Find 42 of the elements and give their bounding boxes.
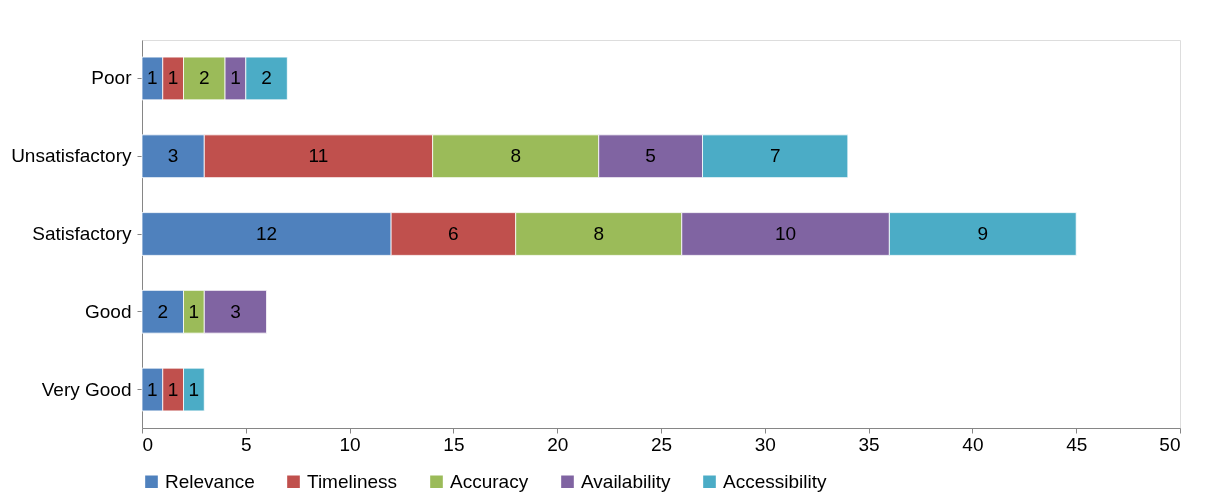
legend-label: Relevance: [165, 470, 255, 492]
data-label: 2: [157, 300, 169, 322]
data-label: 3: [167, 145, 179, 167]
x-tick-label: 15: [443, 433, 465, 455]
y-tick-label: Unsatisfactory: [11, 145, 132, 167]
x-tick-label: 5: [241, 433, 252, 455]
data-label: 1: [230, 67, 241, 89]
x-tick-label: 50: [1159, 433, 1181, 455]
legend-label: Availability: [581, 470, 671, 492]
y-tick-label: Poor: [91, 67, 133, 89]
data-label: 6: [448, 223, 459, 244]
data-label: 11: [308, 145, 329, 167]
data-label: 1: [147, 378, 158, 400]
data-label: 9: [977, 223, 989, 244]
x-tick-label: 35: [858, 433, 880, 455]
data-label: 1: [188, 300, 200, 322]
data-label: 2: [198, 67, 210, 89]
y-tick-label: Very Good: [41, 378, 132, 400]
data-label: 8: [510, 145, 521, 167]
y-tick-label: Good: [85, 300, 132, 322]
x-tick-label: 25: [650, 433, 673, 455]
x-tick-label: 20: [547, 433, 569, 455]
x-tick-label: 0: [142, 433, 154, 455]
x-tick-label: 10: [339, 433, 361, 455]
legend-label: Accuracy: [450, 470, 529, 492]
data-label: 2: [261, 67, 272, 89]
data-label: 7: [769, 145, 781, 167]
data-label: 5: [645, 145, 656, 167]
data-label: 1: [188, 378, 200, 400]
x-tick-label: 45: [1066, 433, 1088, 455]
data-label: 1: [167, 378, 179, 400]
data-label: 10: [774, 223, 797, 244]
data-label: 1: [147, 67, 158, 89]
x-tick-label: 40: [962, 433, 984, 455]
legend-label: Timeliness: [307, 470, 398, 492]
data-label: 8: [593, 223, 605, 244]
legend-label: Accessibility: [723, 470, 827, 492]
x-tick-label: 30: [754, 433, 776, 455]
data-label: 1: [167, 67, 179, 89]
data-label: 3: [230, 300, 241, 322]
data-label: 12: [255, 223, 278, 244]
y-tick-label: Satisfactory: [32, 223, 132, 244]
